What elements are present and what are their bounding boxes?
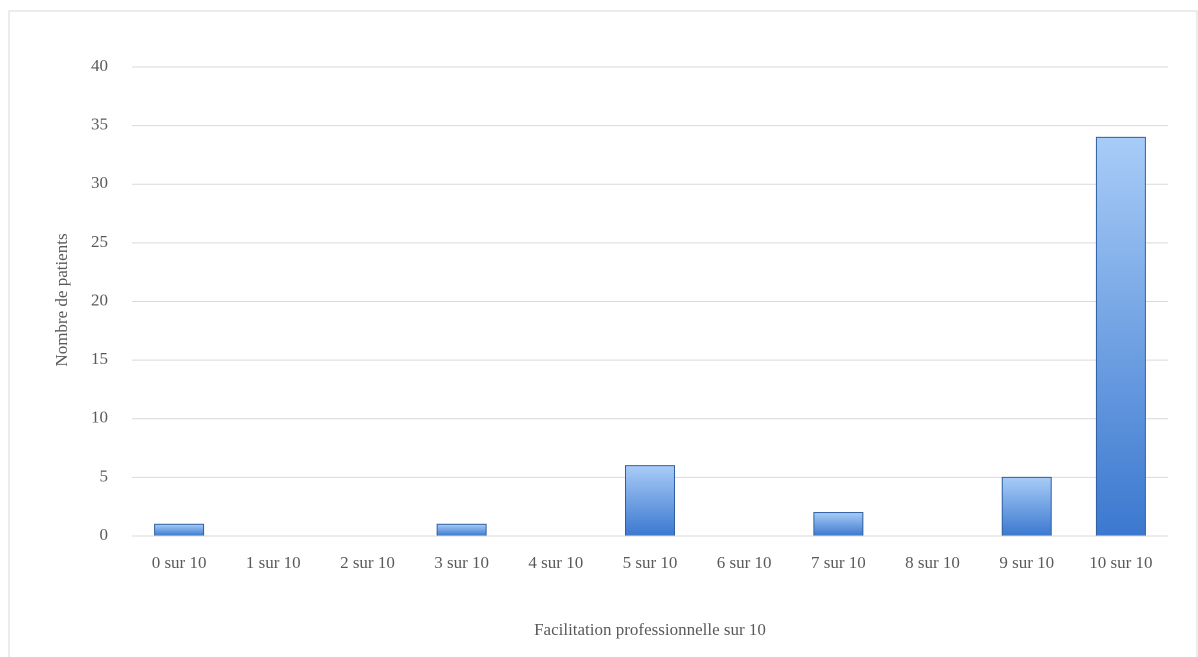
bar (1095, 136, 1146, 537)
y-tick-label: 20 (91, 290, 108, 309)
x-tick-label: 3 sur 10 (434, 553, 489, 572)
chart-frame (8, 10, 1198, 657)
x-tick-label: 5 sur 10 (623, 553, 678, 572)
x-tick-label: 9 sur 10 (999, 553, 1054, 572)
y-tick-label: 10 (91, 408, 108, 427)
y-tick-label: 35 (91, 115, 108, 134)
x-tick-label: 8 sur 10 (905, 553, 960, 572)
x-axis-label: Facilitation professionnelle sur 10 (534, 620, 766, 639)
y-tick-label: 40 (91, 56, 108, 75)
bar (625, 465, 675, 537)
y-tick-label: 15 (91, 349, 108, 368)
x-tick-label: 2 sur 10 (340, 553, 395, 572)
x-tick-label: 7 sur 10 (811, 553, 866, 572)
bar (436, 523, 487, 537)
bar (813, 512, 864, 537)
y-tick-label: 25 (91, 232, 108, 251)
bar (1001, 476, 1052, 537)
x-tick-label: 10 sur 10 (1089, 553, 1152, 572)
x-tick-label: 6 sur 10 (717, 553, 772, 572)
bar (154, 523, 205, 537)
x-tick-label: 1 sur 10 (246, 553, 301, 572)
y-axis-label: Nombre de patients (52, 233, 71, 366)
x-tick-label: 4 sur 10 (528, 553, 583, 572)
y-tick-label: 0 (100, 525, 109, 544)
y-tick-label: 5 (100, 466, 109, 485)
x-tick-label: 0 sur 10 (152, 553, 207, 572)
y-tick-label: 30 (91, 173, 108, 192)
